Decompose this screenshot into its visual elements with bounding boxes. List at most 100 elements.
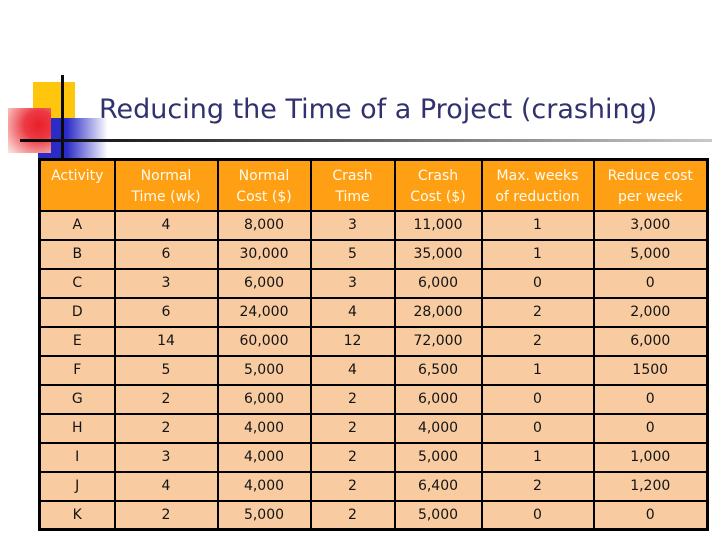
column-header-crash-cost: Crash Cost ($) <box>393 158 483 212</box>
value-cell: 5,000 <box>216 354 312 386</box>
value-cell: 3 <box>309 267 396 299</box>
title-underline-rule <box>20 139 712 142</box>
value-cell: 6,000 <box>393 267 483 299</box>
table-body: A 4 8,000 3 11,000 1 3,000 B 6 30,000 5 35,000 1 5,00… <box>38 209 709 531</box>
value-cell: 4,000 <box>393 412 483 444</box>
value-cell: 1,200 <box>592 470 709 502</box>
value-cell: 0 <box>480 412 595 444</box>
value-cell: 2 <box>480 470 595 502</box>
value-cell: 3 <box>113 441 219 473</box>
value-cell: 3,000 <box>592 209 709 241</box>
value-cell: 0 <box>592 499 709 531</box>
column-header-reduce-cost: Reduce cost per week <box>592 158 709 212</box>
value-cell: 2 <box>113 499 219 531</box>
value-cell: 2 <box>309 470 396 502</box>
value-cell: 4 <box>309 354 396 386</box>
value-cell: 0 <box>480 383 595 415</box>
table-row: K 2 5,000 2 5,000 0 0 <box>38 499 709 531</box>
value-cell: 24,000 <box>216 296 312 328</box>
decoration-vertical-line <box>61 75 64 163</box>
table-row: J 4 4,000 2 6,400 2 1,200 <box>38 470 709 502</box>
table-row: H 2 4,000 2 4,000 0 0 <box>38 412 709 444</box>
value-cell: 6,000 <box>216 267 312 299</box>
value-cell: 11,000 <box>393 209 483 241</box>
value-cell: 5,000 <box>592 238 709 270</box>
value-cell: 2 <box>309 499 396 531</box>
value-cell: 2,000 <box>592 296 709 328</box>
activity-cell: H <box>38 412 116 444</box>
table-row: I 3 4,000 2 5,000 1 1,000 <box>38 441 709 473</box>
value-cell: 1500 <box>592 354 709 386</box>
value-cell: 1 <box>480 238 595 270</box>
table-row: E 14 60,000 12 72,000 2 6,000 <box>38 325 709 357</box>
value-cell: 5,000 <box>216 499 312 531</box>
value-cell: 4 <box>113 470 219 502</box>
activity-cell: C <box>38 267 116 299</box>
value-cell: 2 <box>113 383 219 415</box>
value-cell: 0 <box>592 383 709 415</box>
value-cell: 5,000 <box>393 441 483 473</box>
value-cell: 4,000 <box>216 441 312 473</box>
activity-cell: B <box>38 238 116 270</box>
value-cell: 1,000 <box>592 441 709 473</box>
value-cell: 60,000 <box>216 325 312 357</box>
column-header-normal-time: Normal Time (wk) <box>113 158 219 212</box>
table-header-row: Activity Normal Time (wk) Normal Cost ($… <box>38 158 709 212</box>
value-cell: 4,000 <box>216 412 312 444</box>
value-cell: 3 <box>309 209 396 241</box>
value-cell: 6,000 <box>592 325 709 357</box>
value-cell: 12 <box>309 325 396 357</box>
value-cell: 4 <box>113 209 219 241</box>
table-row: G 2 6,000 2 6,000 0 0 <box>38 383 709 415</box>
activity-cell: F <box>38 354 116 386</box>
value-cell: 0 <box>592 267 709 299</box>
value-cell: 4,000 <box>216 470 312 502</box>
decoration-red-square <box>8 108 51 153</box>
value-cell: 2 <box>309 412 396 444</box>
value-cell: 2 <box>309 441 396 473</box>
table-row: C 3 6,000 3 6,000 0 0 <box>38 267 709 299</box>
value-cell: 35,000 <box>393 238 483 270</box>
activity-cell: D <box>38 296 116 328</box>
value-cell: 30,000 <box>216 238 312 270</box>
value-cell: 2 <box>309 383 396 415</box>
value-cell: 6,000 <box>393 383 483 415</box>
value-cell: 28,000 <box>393 296 483 328</box>
value-cell: 5 <box>309 238 396 270</box>
value-cell: 6,500 <box>393 354 483 386</box>
activity-cell: E <box>38 325 116 357</box>
value-cell: 72,000 <box>393 325 483 357</box>
value-cell: 5 <box>113 354 219 386</box>
value-cell: 5,000 <box>393 499 483 531</box>
value-cell: 6 <box>113 238 219 270</box>
value-cell: 0 <box>480 267 595 299</box>
value-cell: 6 <box>113 296 219 328</box>
column-header-max-weeks: Max. weeks of reduction <box>480 158 595 212</box>
value-cell: 6,400 <box>393 470 483 502</box>
table-row: D 6 24,000 4 28,000 2 2,000 <box>38 296 709 328</box>
column-header-normal-cost: Normal Cost ($) <box>216 158 312 212</box>
slide-title: Reducing the Time of a Project (crashing… <box>99 94 658 125</box>
activity-cell: G <box>38 383 116 415</box>
activity-cell: K <box>38 499 116 531</box>
value-cell: 6,000 <box>216 383 312 415</box>
value-cell: 2 <box>113 412 219 444</box>
value-cell: 0 <box>592 412 709 444</box>
table-row: B 6 30,000 5 35,000 1 5,000 <box>38 238 709 270</box>
value-cell: 2 <box>480 325 595 357</box>
value-cell: 4 <box>309 296 396 328</box>
column-header-activity: Activity <box>38 158 116 212</box>
activity-cell: A <box>38 209 116 241</box>
value-cell: 14 <box>113 325 219 357</box>
value-cell: 8,000 <box>216 209 312 241</box>
value-cell: 1 <box>480 354 595 386</box>
activity-cell: I <box>38 441 116 473</box>
value-cell: 3 <box>113 267 219 299</box>
value-cell: 2 <box>480 296 595 328</box>
value-cell: 0 <box>480 499 595 531</box>
crash-cost-table: Activity Normal Time (wk) Normal Cost ($… <box>38 158 709 531</box>
activity-cell: J <box>38 470 116 502</box>
table-row: F 5 5,000 4 6,500 1 1500 <box>38 354 709 386</box>
value-cell: 1 <box>480 209 595 241</box>
